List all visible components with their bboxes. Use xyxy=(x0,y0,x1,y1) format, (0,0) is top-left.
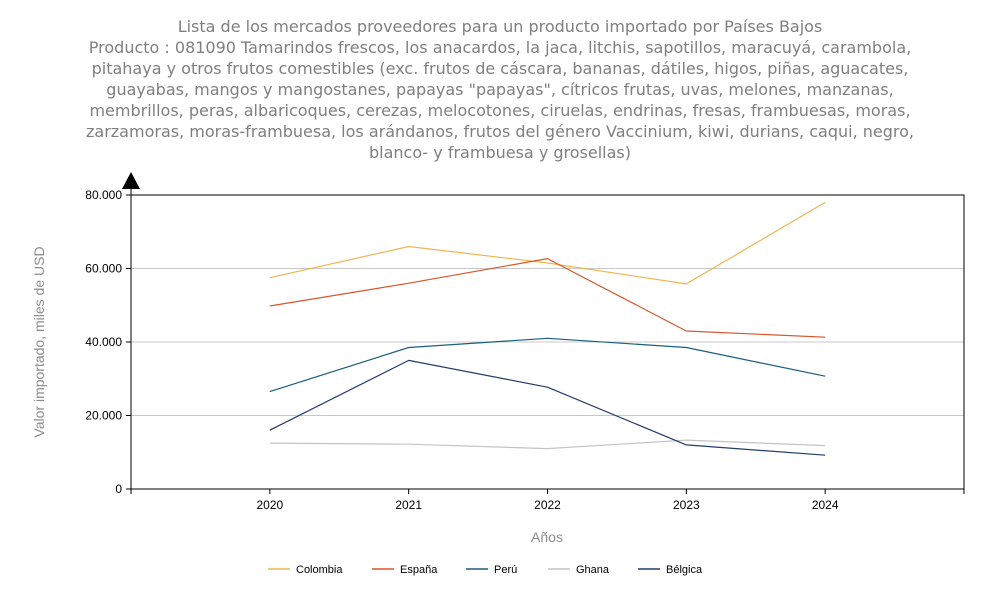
y-tick-label: 80.000 xyxy=(85,188,122,202)
grid-lines xyxy=(131,268,964,416)
legend-label: Perú xyxy=(494,564,517,576)
series-lines xyxy=(269,201,826,456)
chart-subtitle-line: pitahaya y otros frutos comestibles (exc… xyxy=(91,59,909,78)
series-line-bélgica xyxy=(269,359,826,456)
legend-item-ghana: Ghana xyxy=(548,564,610,576)
x-tick-label: 2023 xyxy=(673,498,700,512)
legend-label: Bélgica xyxy=(666,564,703,576)
chart-subtitle-line: zarzamoras, moras-frambuesa, los arándan… xyxy=(86,122,914,141)
y-tick-label: 20.000 xyxy=(85,409,122,423)
y-axis-ticks: 0 20.000 40.000 60.000 80.000 xyxy=(85,188,131,496)
y-tick-label: 60.000 xyxy=(85,262,122,276)
series-line-colombia xyxy=(269,201,826,285)
chart-subtitle-line: blanco- y frambuesa y grosellas) xyxy=(369,143,631,162)
series-line-españa xyxy=(269,258,826,338)
y-tick-label: 40.000 xyxy=(85,335,122,349)
legend-label: España xyxy=(400,564,438,576)
chart-subtitle-line: membrillos, peras, albaricoques, cerezas… xyxy=(89,101,911,120)
x-tick-label: 2022 xyxy=(534,498,561,512)
series-line-ghana xyxy=(269,439,826,450)
legend-item-perú: Perú xyxy=(466,564,517,576)
x-tick-label: 2020 xyxy=(256,498,283,512)
legend-label: Colombia xyxy=(296,564,343,576)
chart-title-block: Lista de los mercados proveedores para u… xyxy=(40,16,960,163)
series-line-perú xyxy=(269,337,826,393)
chart-subtitle-line: guayabas, mangos y mangostanes, papayas … xyxy=(106,80,894,99)
x-axis-title: Años xyxy=(531,529,563,545)
legend: Colombia España Perú Ghana Bélgica xyxy=(268,564,703,576)
x-tick-label: 2021 xyxy=(395,498,422,512)
x-axis-ticks: 2020 2021 2022 2023 2024 xyxy=(130,489,965,512)
legend-label: Ghana xyxy=(576,564,610,576)
legend-item-bélgica: Bélgica xyxy=(638,564,703,576)
legend-item-colombia: Colombia xyxy=(268,564,343,576)
legend-item-españa: España xyxy=(372,564,438,576)
x-tick-label: 2024 xyxy=(812,498,839,512)
y-axis-title: Valor importado, miles de USD xyxy=(31,246,47,437)
chart-title: Lista de los mercados proveedores para u… xyxy=(177,17,823,36)
y-tick-label: 0 xyxy=(115,482,122,496)
chart-subtitle-line: Producto : 081090 Tamarindos frescos, lo… xyxy=(88,38,912,57)
y-axis-arrow-icon xyxy=(122,172,140,189)
